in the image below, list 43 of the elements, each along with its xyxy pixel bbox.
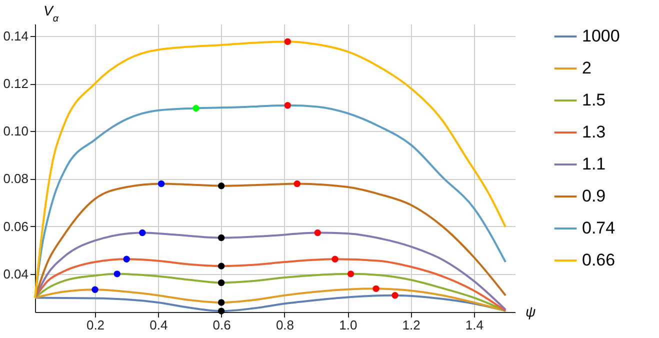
point <box>284 38 291 45</box>
y-tick-label: 0.10 <box>3 124 28 139</box>
y-tick-label: 0.06 <box>3 218 28 234</box>
x-tick-label: 1.0 <box>339 318 358 332</box>
legend-label: 1.3 <box>582 122 606 142</box>
legend-label: 1.5 <box>582 90 606 110</box>
point <box>123 256 130 263</box>
y-tick-label: 0.12 <box>3 76 28 92</box>
point <box>139 229 146 236</box>
y-tick-label: 0.08 <box>3 171 28 186</box>
legend-label: 0.66 <box>582 250 616 270</box>
point <box>284 102 291 109</box>
x-tick-label: 0.4 <box>150 318 168 332</box>
point <box>332 256 338 263</box>
point <box>294 180 300 188</box>
y-tick-label: 0.14 <box>3 28 28 44</box>
x-axis-title: ψ <box>526 304 536 320</box>
point <box>158 180 165 188</box>
y-axis-title: V$_{α}$ <box>44 2 59 24</box>
x-tick-label: 0.2 <box>86 318 105 332</box>
point <box>92 286 98 293</box>
point <box>392 292 398 299</box>
point <box>192 104 200 112</box>
point <box>218 182 225 190</box>
point <box>114 270 120 278</box>
point <box>347 270 354 278</box>
legend-label: 1000 <box>582 26 620 46</box>
x-tick-label: 1.2 <box>402 318 420 332</box>
legend-label: 1.1 <box>582 154 606 174</box>
point <box>218 262 225 270</box>
y-tick-label: 0.04 <box>3 266 28 282</box>
point <box>372 285 380 292</box>
x-tick-label: 1.4 <box>465 318 484 332</box>
x-tick-label: 0.8 <box>276 318 294 332</box>
legend-label: 0.74 <box>582 218 616 238</box>
point <box>218 308 225 314</box>
point <box>218 234 225 242</box>
legend-label: 2 <box>582 58 592 78</box>
x-tick-label: 0.6 <box>212 318 231 332</box>
point <box>314 229 321 236</box>
legend-label: 0.9 <box>582 186 606 206</box>
point <box>218 299 225 306</box>
point <box>218 279 225 286</box>
